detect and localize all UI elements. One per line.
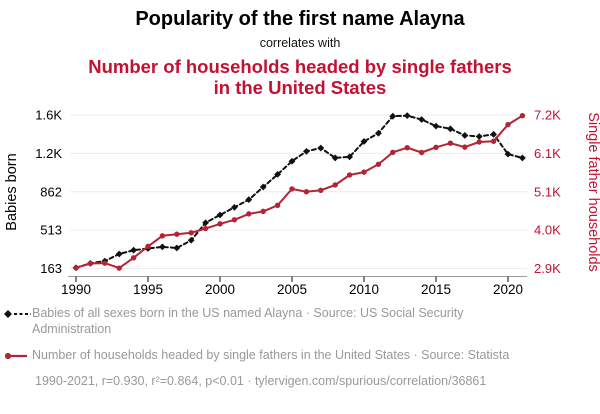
svg-text:2020: 2020: [493, 282, 523, 297]
subtitle: Number of households headed by single fa…: [88, 56, 512, 98]
svg-text:862: 862: [40, 184, 62, 199]
svg-text:1995: 1995: [133, 282, 163, 297]
chart-canvas: 1990 1995 2000 2005 2010 2015 2020 163 513 862 1.2…: [4, 108, 600, 298]
svg-text:1.2K: 1.2K: [35, 146, 62, 161]
dashed-diamond-legend-icon: [4, 310, 31, 318]
svg-text:2000: 2000: [205, 282, 235, 297]
svg-text:Single father households: Single father households: [585, 112, 600, 272]
legend-item-babies: Babies of all sexes born in the US named…: [3, 305, 600, 337]
legend: Babies of all sexes born in the US named…: [0, 305, 600, 389]
svg-text:2.9K: 2.9K: [534, 261, 561, 276]
chart-header: Popularity of the first name Alayna corr…: [0, 0, 600, 98]
svg-text:2015: 2015: [421, 282, 451, 297]
svg-text:1.6K: 1.6K: [35, 108, 62, 123]
svg-text:7.2K: 7.2K: [534, 108, 561, 123]
svg-text:2005: 2005: [277, 282, 307, 297]
svg-text:Babies born: Babies born: [4, 153, 20, 230]
svg-text:4.0K: 4.0K: [534, 223, 561, 238]
legend-label: Babies of all sexes born in the US named…: [32, 306, 464, 336]
svg-text:513: 513: [40, 223, 62, 238]
solid-dot-legend-icon: [4, 352, 27, 360]
connector-text: correlates with: [259, 36, 341, 50]
svg-text:1990: 1990: [61, 282, 91, 297]
legend-label: Number of households headed by single fa…: [32, 348, 510, 362]
legend-item-fathers: Number of households headed by single fa…: [3, 347, 600, 363]
page-title: Popularity of the first name Alayna: [135, 8, 465, 30]
svg-text:6.1K: 6.1K: [534, 146, 561, 161]
svg-text:5.1K: 5.1K: [534, 184, 561, 199]
svg-text:163: 163: [40, 261, 62, 276]
svg-text:2010: 2010: [349, 282, 379, 297]
stats-footnote: 1990-2021, r=0.930, r²=0.864, p<0.01 · t…: [35, 374, 487, 388]
